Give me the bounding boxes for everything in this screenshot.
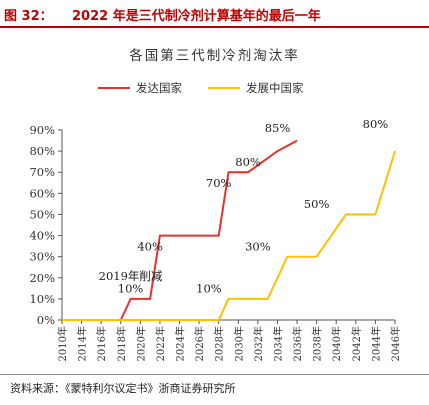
y-tick-label: 20%	[29, 271, 55, 285]
x-tick-label: 2026年	[193, 326, 206, 361]
x-tick-label: 2014年	[76, 326, 89, 361]
y-tick-label: 70%	[29, 165, 55, 179]
y-tick-label: 60%	[29, 186, 55, 200]
data-label: 85%	[265, 121, 291, 135]
x-tick-label: 2016年	[95, 326, 108, 361]
x-tick-label: 2030年	[232, 326, 245, 361]
data-label: 50%	[304, 197, 330, 211]
legend-label-developing: 发展中国家	[246, 81, 304, 95]
source-divider	[0, 374, 429, 375]
figure-header: 图 32： 2022 年是三代制冷剂计算基年的最后一年	[0, 0, 429, 28]
y-tick-label: 40%	[29, 229, 55, 243]
y-tick-label: 30%	[29, 250, 55, 264]
data-label: 40%	[137, 239, 163, 253]
source-note: 资料来源：《蒙特利尔议定书》浙商证券研究所	[10, 382, 236, 395]
x-tick-label: 2034年	[271, 326, 284, 361]
x-tick-label: 2028年	[213, 326, 226, 361]
phase-out-chart: 0%10%20%30%40%50%60%70%80%90%2010年 2014年 2…	[29, 81, 402, 361]
x-tick-label: 2022年	[154, 326, 167, 361]
y-tick-label: 90%	[29, 123, 55, 137]
x-tick-label: 2044年	[369, 326, 382, 361]
x-tick-label: 2032年	[252, 326, 265, 361]
x-tick-label: 2038年	[311, 326, 324, 361]
y-tick-label: 80%	[29, 144, 55, 158]
x-tick-label: 2036年	[291, 326, 304, 361]
x-tick-label: 2020年	[134, 326, 147, 361]
x-tick-label: 2010年	[56, 326, 69, 361]
x-tick-label: 2040年	[330, 326, 343, 361]
y-tick-label: 50%	[29, 207, 55, 221]
data-label: 10%	[118, 282, 144, 296]
figure-title: 2022 年是三代制冷剂计算基年的最后一年	[72, 9, 321, 24]
x-tick-label: 2046年	[389, 326, 402, 361]
x-tick-label: 2018年	[115, 326, 128, 361]
y-tick-label: 10%	[29, 292, 55, 306]
y-tick-label: 0%	[37, 313, 55, 327]
series-line-developed	[62, 139, 298, 321]
data-label: 80%	[363, 117, 389, 131]
legend-label-developed: 发达国家	[136, 81, 182, 95]
data-label: 30%	[245, 239, 271, 253]
x-tick-label: 2042年	[350, 326, 363, 361]
chart-title: 各国第三代制冷剂淘汰率	[129, 48, 300, 64]
data-label: 80%	[235, 155, 261, 169]
series-line-developing	[62, 150, 396, 321]
data-label: 10%	[196, 282, 222, 296]
figure-number: 图 32：	[4, 9, 53, 24]
x-tick-label: 2024年	[174, 326, 187, 361]
data-label: 70%	[206, 176, 232, 190]
data-label: 2019年削减	[99, 269, 163, 283]
